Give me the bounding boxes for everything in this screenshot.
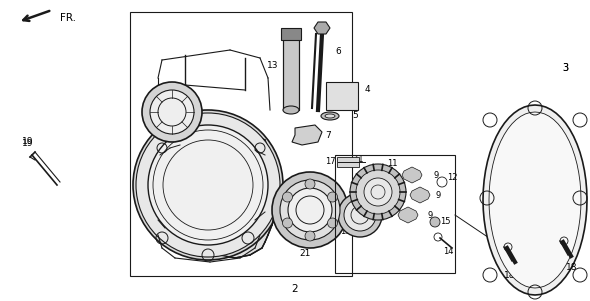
Text: 11: 11: [353, 156, 363, 165]
Text: 21: 21: [299, 249, 311, 257]
Circle shape: [288, 188, 332, 232]
Text: 4: 4: [364, 85, 370, 95]
Ellipse shape: [325, 114, 335, 118]
Text: 3: 3: [562, 63, 568, 73]
Polygon shape: [402, 167, 422, 183]
Bar: [337, 157, 359, 167]
Circle shape: [350, 164, 406, 220]
Polygon shape: [410, 187, 430, 203]
Circle shape: [136, 113, 280, 257]
Bar: [283, 35, 299, 110]
Text: 9: 9: [427, 210, 432, 219]
Bar: [130, 12, 352, 276]
Circle shape: [364, 178, 392, 206]
Bar: [283, 35, 299, 110]
Text: 5: 5: [352, 111, 358, 120]
Text: 16: 16: [151, 113, 163, 123]
Text: 9: 9: [435, 191, 441, 200]
Circle shape: [327, 218, 337, 228]
Text: 2: 2: [291, 284, 299, 294]
Circle shape: [280, 180, 340, 240]
Bar: [326, 82, 358, 110]
Ellipse shape: [321, 112, 339, 120]
Circle shape: [283, 218, 293, 228]
Text: 15: 15: [440, 218, 450, 226]
Circle shape: [356, 170, 400, 214]
Ellipse shape: [283, 106, 299, 114]
Text: 11: 11: [340, 228, 350, 237]
Circle shape: [344, 199, 376, 231]
Polygon shape: [483, 105, 587, 295]
Circle shape: [305, 231, 315, 241]
Text: 7: 7: [325, 132, 331, 141]
Polygon shape: [489, 112, 581, 288]
Text: 14: 14: [442, 247, 453, 256]
Text: 8: 8: [345, 203, 351, 212]
Text: 20: 20: [335, 210, 346, 219]
Circle shape: [150, 90, 194, 134]
Text: 19: 19: [22, 138, 34, 147]
Circle shape: [283, 192, 293, 202]
Text: 18: 18: [566, 263, 578, 272]
Polygon shape: [148, 130, 275, 258]
Text: 10: 10: [357, 221, 367, 229]
Text: 17: 17: [324, 157, 335, 166]
Circle shape: [133, 110, 283, 260]
Circle shape: [305, 179, 315, 189]
Polygon shape: [292, 125, 322, 145]
Polygon shape: [314, 22, 330, 34]
Text: 13: 13: [267, 61, 278, 70]
Text: 18: 18: [504, 271, 516, 280]
Bar: [281, 28, 301, 40]
Circle shape: [142, 82, 202, 142]
Ellipse shape: [283, 31, 299, 39]
Circle shape: [338, 193, 382, 237]
Text: 3: 3: [562, 63, 568, 73]
Text: 11: 11: [387, 159, 397, 167]
Text: 19: 19: [22, 138, 34, 147]
Text: FR.: FR.: [60, 13, 76, 23]
Bar: [335, 155, 455, 273]
Circle shape: [148, 125, 268, 245]
Circle shape: [327, 192, 337, 202]
Circle shape: [272, 172, 348, 248]
Polygon shape: [398, 207, 418, 223]
Text: 6: 6: [335, 48, 341, 57]
Circle shape: [430, 217, 440, 227]
Text: 9: 9: [434, 170, 438, 179]
Text: 12: 12: [447, 172, 457, 182]
